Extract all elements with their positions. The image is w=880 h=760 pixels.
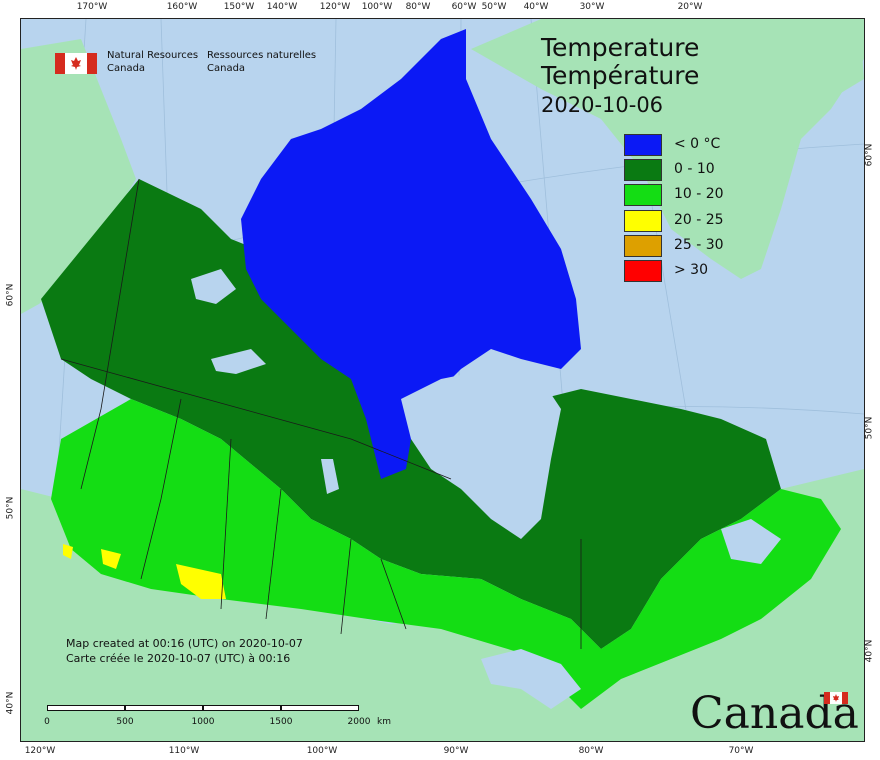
created-note-fr: Carte créée le 2020-10-07 (UTC) à 00:16	[66, 652, 291, 665]
scale-segment	[203, 705, 281, 711]
top-tick-label: 100°W	[361, 2, 393, 12]
scale-label: 0	[44, 717, 50, 727]
legend-label: > 30	[674, 261, 708, 278]
scale-segment	[125, 705, 203, 711]
usa	[21, 469, 864, 741]
legend-label: 0 - 10	[674, 161, 715, 178]
scale-label: 1000	[191, 717, 215, 727]
right-tick-label: 40°N	[864, 639, 875, 663]
bottom-tick-label: 120°W	[24, 746, 56, 756]
nrcan-en-line2: Canada	[107, 63, 146, 74]
top-tick-label: 140°W	[266, 2, 298, 12]
right-tick-label: 50°N	[864, 416, 875, 440]
legend-swatch	[624, 259, 662, 282]
lakes	[191, 269, 781, 709]
great-lakes	[481, 649, 581, 709]
map-date: 2020-10-06	[541, 93, 664, 117]
top-tick-label: 120°W	[319, 2, 351, 12]
left-tick-label: 60°N	[5, 283, 16, 307]
top-tick-label: 50°W	[481, 2, 507, 12]
top-tick-label: 170°W	[76, 2, 108, 12]
bottom-tick-label: 110°W	[168, 746, 200, 756]
scale-segment	[47, 705, 125, 711]
gulf-st-lawrence	[721, 519, 781, 564]
canada-region-20-25	[63, 544, 226, 599]
map-title-en: Temperature	[541, 33, 700, 62]
bottom-tick-label: 70°W	[728, 746, 754, 756]
boundaries	[60, 178, 582, 649]
map-frame: Natural Resources Canada Ressources natu…	[20, 18, 865, 742]
legend-label: < 0 °C	[674, 136, 721, 152]
legend-swatch	[624, 209, 662, 232]
lake-winnipeg	[321, 459, 339, 494]
top-tick-label: 160°W	[166, 2, 198, 12]
canada-region-below-0	[241, 29, 581, 479]
legend-label: 10 - 20	[674, 186, 724, 203]
legend-label: 20 - 25	[674, 211, 724, 228]
alaska	[21, 39, 136, 314]
legend-swatch	[624, 184, 662, 207]
created-note-en: Map created at 00:16 (UTC) on 2020-10-07	[66, 637, 303, 650]
created-note: Map created at 00:16 (UTC) on 2020-10-07…	[66, 636, 303, 666]
bottom-tick-label: 80°W	[578, 746, 604, 756]
left-tick-label: 40°N	[5, 691, 16, 715]
non-canada-land	[21, 19, 864, 741]
greenland	[471, 19, 864, 279]
right-tick-label: 60°N	[864, 143, 875, 167]
top-tick-label: 150°W	[223, 2, 255, 12]
top-tick-label: 40°W	[523, 2, 549, 12]
bottom-tick-label: 100°W	[306, 746, 338, 756]
great-bear-lake	[191, 269, 236, 304]
map-title-fr: Température	[541, 61, 700, 90]
map-title-block: Temperature Température 2020-10-06	[541, 34, 699, 120]
hudson-bay	[401, 369, 561, 539]
nrcan-en-line1: Natural Resources	[107, 50, 199, 61]
legend-swatch	[624, 234, 662, 257]
nrcan-fr-line2: Canada	[207, 63, 246, 74]
top-tick-label: 20°W	[677, 2, 703, 12]
top-tick-label: 80°W	[405, 2, 431, 12]
wordmark-flag-icon	[824, 692, 848, 704]
scale-label: 2000	[347, 717, 371, 727]
iceland	[811, 29, 864, 99]
bottom-tick-label: 90°W	[443, 746, 469, 756]
scale-label: 1500	[269, 717, 293, 727]
scale-segment	[281, 705, 359, 711]
great-slave-lake	[211, 349, 266, 374]
scale-label: 500	[116, 717, 134, 727]
left-tick-label: 50°N	[5, 496, 16, 520]
canada-flag-icon	[55, 53, 97, 74]
legend-swatch	[624, 159, 662, 182]
legend-label: 25 - 30	[674, 236, 724, 253]
scale-unit: km	[377, 717, 391, 727]
canada-region-10-20	[51, 399, 841, 709]
legend-swatch	[624, 134, 662, 156]
top-tick-label: 60°W	[451, 2, 477, 12]
map-canvas	[21, 19, 864, 741]
nrcan-fr-line1: Ressources naturelles	[207, 50, 317, 61]
top-tick-label: 30°W	[579, 2, 605, 12]
